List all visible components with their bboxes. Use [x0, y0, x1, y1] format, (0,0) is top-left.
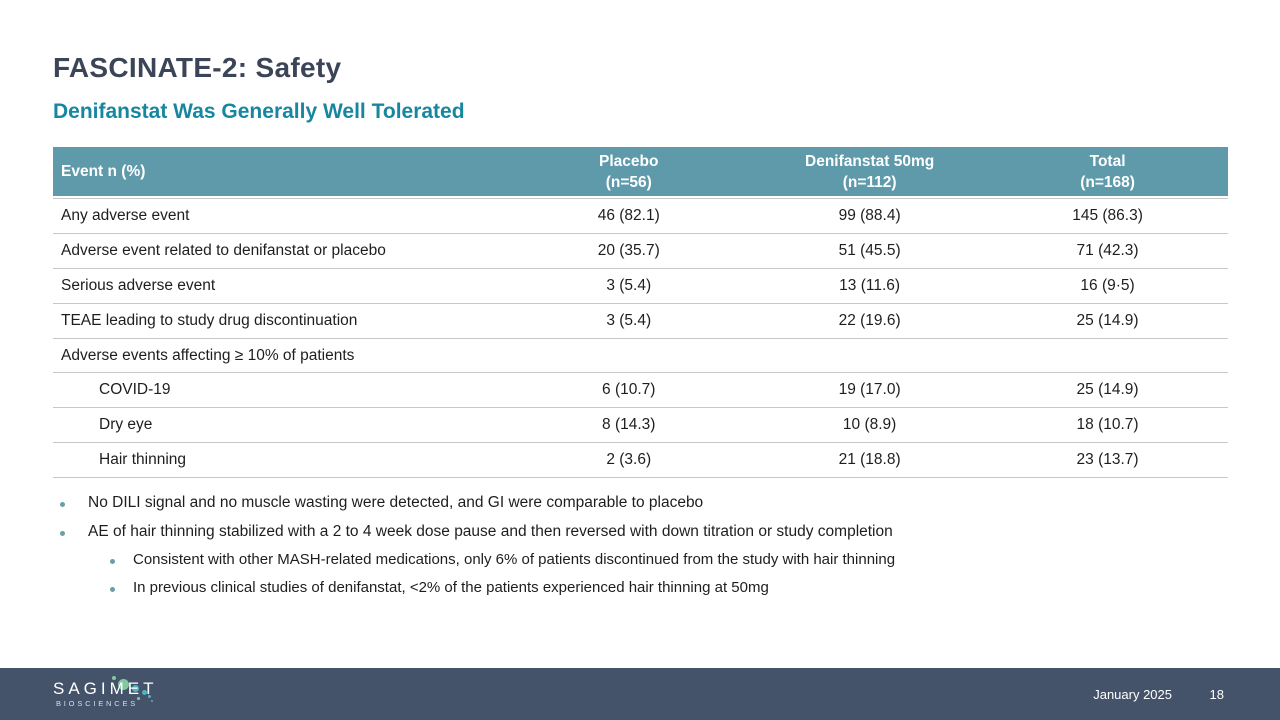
logo-subtitle: BIOSCIENCES [56, 699, 139, 708]
logo-name: SAGIMET [53, 679, 158, 698]
placebo-cell: 46 (82.1) [597, 206, 660, 224]
table-row: Hair thinning 2 (3.6) 21 (18.8) 23 (13.7… [53, 443, 1228, 479]
denifanstat-cell: 19 (17.0) [838, 381, 901, 399]
placebo-cell: 3 (5.4) [606, 311, 652, 329]
table-body: Any adverse event 46 (82.1) 99 (88.4) 14… [53, 198, 1228, 479]
denifanstat-cell: 21 (18.8) [838, 451, 901, 469]
list-item: No DILI signal and no muscle wasting wer… [57, 494, 1197, 512]
bullet-icon [110, 559, 115, 564]
table-row: TEAE leading to study drug discontinuati… [53, 304, 1228, 339]
column-header-total: Total (n=168) [1080, 152, 1135, 191]
total-cell: 145 (86.3) [1072, 206, 1143, 224]
denifanstat-cell: 22 (19.6) [838, 311, 901, 329]
page-number: 18 [1209, 687, 1224, 702]
placebo-cell: 8 (14.3) [602, 416, 656, 434]
column-header-event: Event n (%) [61, 162, 146, 180]
event-label-cell: COVID-19 [99, 381, 171, 399]
denifanstat-cell: 10 (8.9) [842, 416, 897, 434]
slide-date: January 2025 [1093, 687, 1172, 702]
denifanstat-cell: 99 (88.4) [838, 206, 901, 224]
event-label-cell: Adverse event related to denifanstat or … [61, 241, 386, 259]
event-label-cell: Hair thinning [99, 451, 187, 469]
event-label-cell: Any adverse event [61, 206, 190, 224]
denifanstat-cell: 51 (45.5) [838, 241, 901, 259]
list-item: AE of hair thinning stabilized with a 2 … [57, 523, 1197, 541]
bullet-icon [110, 586, 115, 592]
placebo-cell: 6 (10.7) [602, 381, 656, 399]
total-cell: 25 (14.9) [1076, 381, 1139, 399]
bullet-text: AE of hair thinning stabilized with a 2 … [88, 522, 893, 540]
placebo-cell: 2 (3.6) [606, 451, 652, 469]
table-row: Dry eye 8 (14.3) 10 (8.9) 18 (10.7) [53, 408, 1228, 444]
bullet-text: No DILI signal and no muscle wasting wer… [88, 494, 704, 511]
table-row: COVID-19 6 (10.7) 19 (17.0) 25 (14.9) [53, 373, 1228, 409]
footer-bar: SAGIMET BIOSCIENCES January 2025 18 [0, 668, 1280, 720]
bullet-icon [60, 502, 65, 507]
slide-title: FASCINATE-2: Safety [53, 52, 342, 83]
total-cell: 71 (42.3) [1076, 241, 1139, 259]
total-cell: 16 (9·5) [1080, 276, 1135, 294]
table-row: Serious adverse event 3 (5.4) 13 (11.6) … [53, 269, 1228, 304]
placebo-cell: 3 (5.4) [606, 276, 652, 294]
table-section-row: Adverse events affecting ≥ 10% of patien… [53, 339, 1228, 374]
event-label-cell: Dry eye [99, 416, 153, 434]
bullet-text: In previous clinical studies of denifans… [133, 578, 769, 596]
total-cell: 25 (14.9) [1076, 311, 1139, 329]
event-label-cell: TEAE leading to study drug discontinuati… [61, 311, 358, 329]
table-header-row: Event n (%) Placebo (n=56) Denifanstat 5… [53, 147, 1228, 196]
denifanstat-cell: 13 (11.6) [839, 276, 901, 294]
company-logo: SAGIMET BIOSCIENCES [53, 679, 158, 709]
table-row: Adverse event related to denifanstat or … [53, 234, 1228, 269]
column-header-denifanstat: Denifanstat 50mg (n=112) [805, 152, 935, 191]
slide-subtitle: Denifanstat Was Generally Well Tolerated [53, 100, 465, 123]
bullet-icon [60, 530, 65, 536]
total-cell: 18 (10.7) [1076, 416, 1139, 434]
bullet-text: Consistent with other MASH-related medic… [133, 551, 896, 568]
table-row: Any adverse event 46 (82.1) 99 (88.4) 14… [53, 199, 1228, 234]
total-cell: 23 (13.7) [1076, 451, 1139, 469]
adverse-events-table: Event n (%) Placebo (n=56) Denifanstat 5… [53, 147, 1228, 479]
notes-list: No DILI signal and no muscle wasting wer… [57, 494, 1197, 606]
list-item: In previous clinical studies of denifans… [110, 579, 1197, 596]
event-label-cell: Serious adverse event [61, 276, 216, 294]
event-label-cell: Adverse events affecting ≥ 10% of patien… [61, 346, 355, 364]
list-item: Consistent with other MASH-related medic… [110, 551, 1197, 568]
column-header-placebo: Placebo (n=56) [599, 152, 659, 191]
placebo-cell: 20 (35.7) [597, 241, 660, 259]
